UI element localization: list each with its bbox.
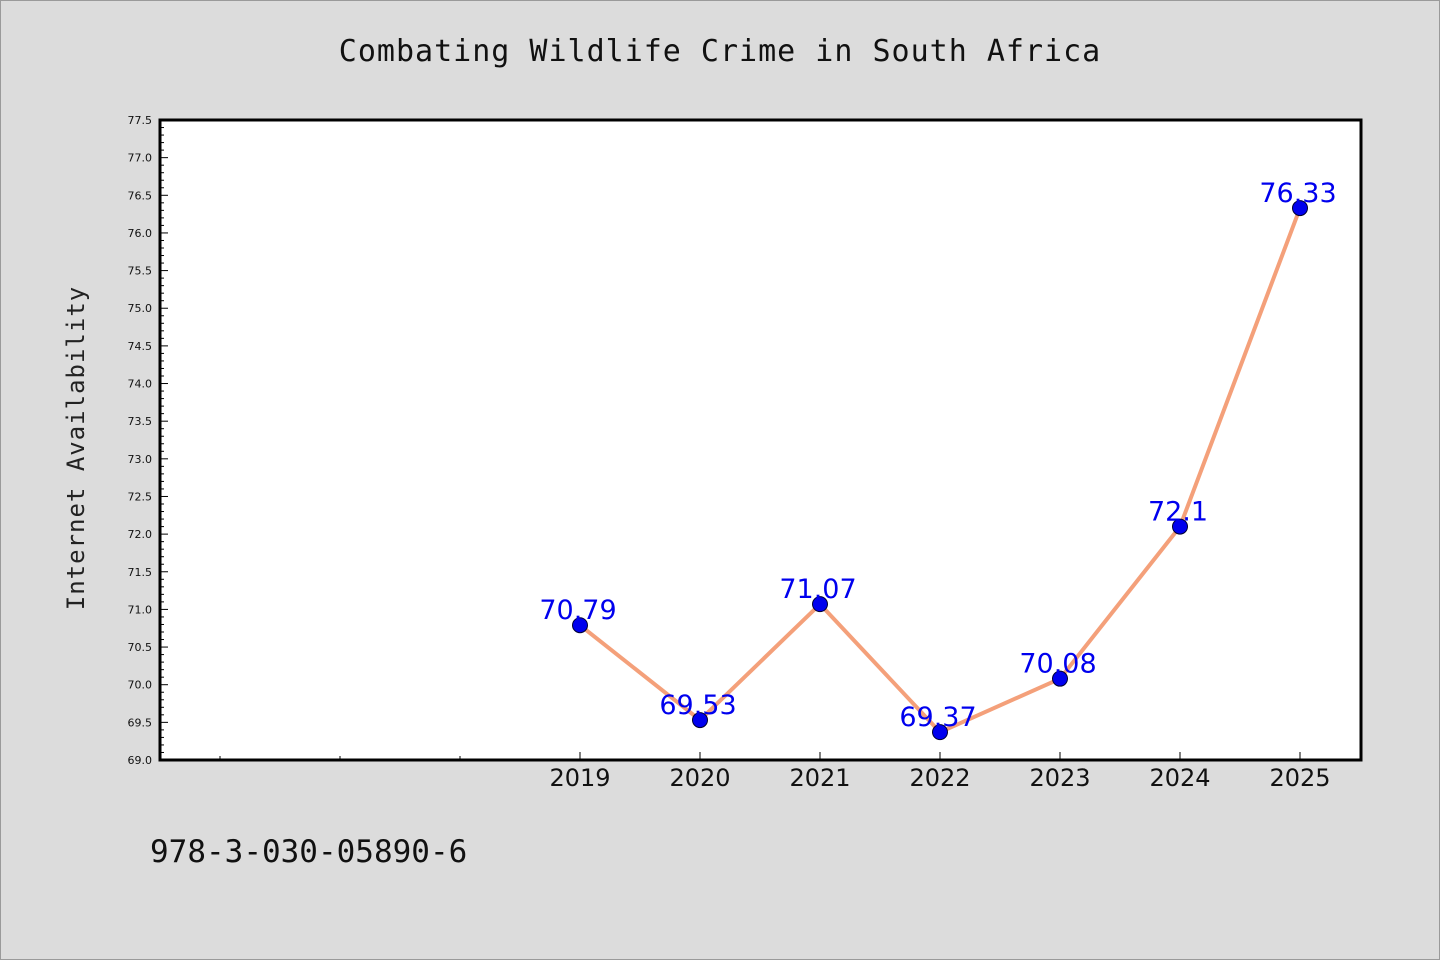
y-tick-label: 74.0 [128,378,153,391]
y-tick-label: 75.0 [128,302,153,315]
data-point [1172,518,1188,535]
data-label: 72.1 [1148,497,1208,528]
data-point [932,724,948,741]
chart-title: Combating Wildlife Crime in South Africa [338,34,1102,69]
y-tick-label: 73.5 [128,415,153,428]
x-tick-label: 2024 [1149,764,1210,792]
y-tick-label: 70.5 [128,641,153,654]
y-axis: 69.0 69.5 70.0 70.5 71.0 71.5 72.0 72.5 73.0 73.5… [128,114,168,767]
series-group [572,200,1308,741]
y-tick-label: 69.5 [128,716,153,729]
data-point [1052,670,1068,687]
isbn-code: 978-3-030-05890-6 [150,834,468,870]
y-tick-label: 71.0 [128,603,153,616]
x-tick-label: 2019 [549,764,610,792]
data-label: 69.53 [659,690,736,721]
data-label: 70.79 [539,595,616,626]
y-tick-label: 77.5 [128,114,153,127]
data-point [1292,200,1308,217]
y-tick-label: 72.5 [128,490,153,503]
y-tick-label: 72.0 [128,528,153,541]
data-point [572,617,588,634]
y-tick-label: 76.0 [128,227,153,240]
x-tick-label: 2021 [789,764,850,792]
data-point [692,712,708,729]
y-tick-label: 77.0 [128,152,153,165]
y-tick-label: 73.0 [128,453,153,466]
x-tick-label: 2022 [909,764,970,792]
data-label: 70.08 [1019,649,1096,680]
y-tick-label: 69.0 [128,754,153,767]
data-label: 71.07 [779,574,856,605]
x-tick-label: 2023 [1029,764,1090,792]
y-tick-label: 76.5 [128,189,153,202]
x-tick-label: 2025 [1269,764,1330,792]
data-point [812,596,828,613]
data-label: 69.37 [899,702,976,733]
x-tick-label: 2020 [669,764,730,792]
y-tick-label: 75.5 [128,265,153,278]
y-tick-label: 70.0 [128,679,153,692]
data-label: 76.33 [1259,178,1336,209]
plot-area [158,118,1363,762]
y-tick-label: 74.5 [128,340,153,353]
x-axis: 2019 2020 2021 2022 2023 2024 2025 [219,752,1331,792]
data-labels-group: 70.79 69.53 71.07 69.37 70.08 72.1 76.33 [539,178,1336,733]
y-tick-label: 71.5 [128,566,153,579]
